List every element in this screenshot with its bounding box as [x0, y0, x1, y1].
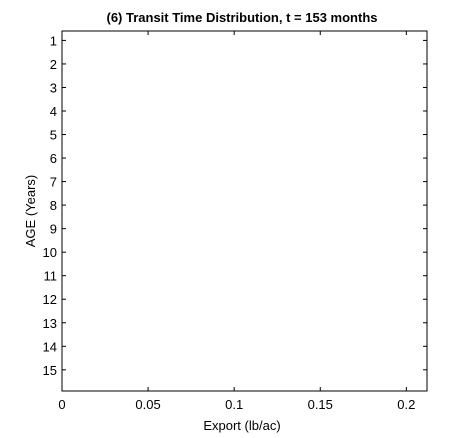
y-tick-label: 9 — [50, 222, 57, 237]
x-tick-label: 0.05 — [135, 397, 160, 412]
x-tick-label: 0.1 — [225, 397, 243, 412]
y-tick-label: 1 — [50, 33, 57, 48]
x-tick-label: 0.15 — [308, 397, 333, 412]
x-axis-ticks: 0 0.05 0.1 0.15 0.2 — [58, 31, 415, 412]
y-tick-label: 5 — [50, 128, 57, 143]
y-axis-label: AGE (Years) — [23, 175, 38, 248]
y-tick-label: 2 — [50, 57, 57, 72]
y-tick-label: 13 — [43, 316, 57, 331]
y-tick-label: 4 — [50, 104, 57, 119]
y-tick-label: 14 — [43, 339, 57, 354]
y-tick-label: 7 — [50, 175, 57, 190]
y-tick-label: 6 — [50, 151, 57, 166]
plot-area-frame — [61, 30, 428, 392]
y-tick-label: 10 — [43, 245, 57, 260]
y-tick-label: 8 — [50, 198, 57, 213]
y-tick-label: 11 — [44, 269, 58, 284]
x-tick-label: 0.2 — [397, 397, 415, 412]
chart-title: (6) Transit Time Distribution, t = 153 m… — [106, 10, 377, 25]
y-tick-label: 15 — [43, 363, 57, 378]
y-tick-label: 3 — [50, 80, 57, 95]
x-axis-label: Export (lb/ac) — [203, 418, 280, 433]
x-tick-label: 0 — [58, 397, 65, 412]
y-tick-label: 12 — [43, 292, 57, 307]
